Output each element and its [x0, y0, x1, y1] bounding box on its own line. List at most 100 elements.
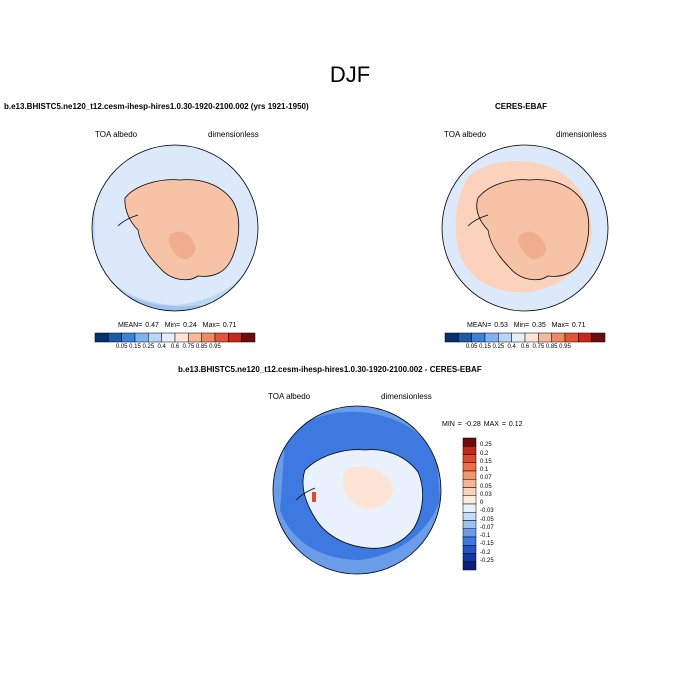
panel1-peninsula [117, 214, 139, 227]
colorbar-swatch [462, 495, 477, 505]
colorbar-swatch [121, 332, 136, 343]
colorbar-tick-label: 0.2 [480, 450, 489, 457]
colorbar-tick-label: 0.15 [129, 344, 141, 350]
panel2-variable-label: TOA albedo [444, 130, 487, 139]
colorbar-tick-label: 0.6 [520, 344, 530, 350]
colorbar-swatch [444, 332, 459, 343]
panel1-ice-high [168, 231, 196, 260]
colorbar-swatch [524, 332, 539, 343]
colorbar-swatch [471, 332, 486, 343]
panel2-antarctica [476, 179, 590, 281]
colorbar-tick-label: 0.25 [142, 344, 155, 350]
colorbar-swatch [174, 332, 189, 343]
panel2-stats: MEAN= 0.53 Min= 0.35 Max= 0.71 [467, 322, 586, 329]
colorbar-tick-label: -0.15 [480, 541, 494, 548]
colorbar-tick-label: 0.05 [480, 483, 492, 490]
panel3-variable-label: TOA albedo [268, 392, 311, 401]
panel2-peninsula [467, 214, 489, 227]
colorbar-tick-label: 0 [480, 500, 484, 506]
panel1-map [91, 144, 259, 312]
colorbar-swatch [462, 553, 477, 562]
panel3-map-border [272, 405, 442, 575]
colorbar-swatch [462, 545, 477, 554]
panel1-antarctica [124, 179, 240, 281]
panel1-map-border [91, 144, 259, 312]
colorbar-swatch [551, 332, 566, 343]
panel1-max: 0.71 [222, 322, 237, 329]
panel2-min: 0.35 [532, 322, 546, 329]
panel1-colorbar [94, 332, 256, 343]
panel3-max: 0.12 [508, 421, 523, 428]
colorbar-swatch [214, 332, 229, 343]
colorbar-swatch [148, 332, 162, 343]
panel3-stats: MIN = -0.28 MAX = 0.12 [442, 421, 523, 428]
colorbar-tick-label: 0.05 [115, 344, 128, 350]
colorbar-tick-label: 0.03 [480, 491, 492, 498]
colorbar-swatch [462, 512, 477, 521]
panel2-mean: 0.53 [494, 322, 508, 329]
figure-title: DJF [329, 62, 371, 87]
colorbar-tick-label: 0.95 [209, 344, 221, 350]
colorbar-tick-label: 0.85 [545, 344, 558, 350]
colorbar-swatch [161, 332, 176, 343]
panel2-colorbar [444, 332, 606, 343]
panel1-min: 0.24 [183, 322, 197, 329]
colorbar-swatch [241, 332, 256, 343]
colorbar-tick-label: 0.15 [480, 458, 492, 465]
panel3-peninsula [295, 487, 316, 501]
colorbar-tick-label: 0.95 [559, 344, 571, 350]
colorbar-swatch [538, 332, 552, 343]
colorbar-swatch [462, 520, 477, 529]
panel2-map [441, 144, 609, 312]
colorbar-swatch [462, 454, 477, 463]
colorbar-tick-label: -0.07 [480, 524, 494, 531]
colorbar-tick-label: -0.25 [480, 557, 494, 564]
panel1-ocean-band [100, 285, 200, 311]
colorbar-tick-label: -0.2 [480, 549, 491, 556]
colorbar-tick-label: 0.15 [479, 344, 491, 350]
colorbar-swatch [228, 332, 242, 343]
colorbar-swatch [462, 446, 477, 455]
colorbar-tick-label: -0.03 [480, 508, 494, 515]
colorbar-swatch [462, 561, 477, 571]
colorbar-swatch [591, 332, 606, 343]
panel2-units-label: dimensionless [556, 130, 607, 139]
colorbar-tick-label: 0.25 [492, 344, 505, 350]
panel2-ice-high [518, 231, 546, 260]
colorbar-swatch [564, 332, 579, 343]
colorbar-swatch [188, 332, 202, 343]
colorbar-swatch [134, 332, 149, 343]
colorbar-swatch [498, 332, 512, 343]
colorbar-tick-label: 0.4 [507, 344, 516, 350]
colorbar-swatch [458, 332, 472, 343]
colorbar-swatch [578, 332, 592, 343]
panel2-max: 0.71 [571, 322, 586, 329]
colorbar-tick-label: -0.1 [480, 533, 491, 539]
panel1-units-label: dimensionless [208, 130, 259, 139]
panel3-units-label: dimensionless [381, 392, 432, 401]
colorbar-swatch [462, 462, 477, 472]
colorbar-tick-label: 0.4 [157, 344, 166, 350]
colorbar-swatch [108, 332, 122, 343]
colorbar-swatch [94, 332, 109, 343]
colorbar-swatch [462, 479, 477, 488]
panel3-map [272, 405, 442, 575]
panel3-colorbar [462, 437, 477, 571]
panel3-peninsula-anomaly [312, 492, 316, 502]
colorbar-tick-label: 0.75 [182, 344, 195, 350]
colorbar-tick-label: 0.6 [170, 344, 180, 350]
colorbar-swatch [462, 437, 477, 447]
panel3-min: -0.28 [464, 421, 481, 428]
colorbar-swatch [462, 487, 477, 496]
colorbar-swatch [511, 332, 526, 343]
panel1-stats: MEAN= 0.47 Min= 0.24 Max= 0.71 [118, 322, 237, 329]
panel2-map-border [441, 144, 609, 312]
colorbar-tick-label: 0.25 [480, 442, 492, 449]
colorbar-swatch [462, 528, 477, 538]
colorbar-tick-label: 0.1 [480, 467, 489, 473]
colorbar-swatch [462, 536, 477, 546]
colorbar-tick-label: 0.85 [195, 344, 208, 350]
panel3-positive-anomaly [342, 466, 393, 509]
colorbar-swatch [462, 503, 477, 513]
